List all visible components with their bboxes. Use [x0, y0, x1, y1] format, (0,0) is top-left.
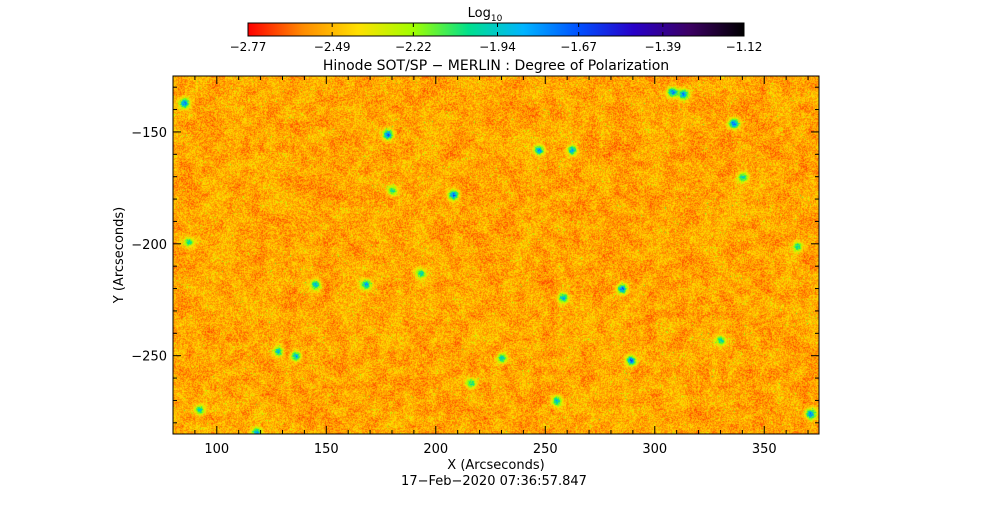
y-tick-label: −250: [131, 350, 167, 365]
colorbar-tick-label: −1.94: [479, 40, 516, 54]
y-axis-label: Y (Arcseconds): [112, 207, 127, 304]
colorbar-ticks: −2.77 −2.49 −2.22 −1.94 −1.67 −1.39 −1.12: [230, 23, 763, 54]
plot-frame: [172, 75, 820, 435]
x-tick-label: 250: [533, 442, 558, 457]
x-tick-label: 300: [642, 442, 667, 457]
x-axis: 100 150 200 250 300 350: [172, 76, 809, 457]
colorbar: Log10 −2.77 −2.49 −2.22 −1.94 −1.67 −1.39 −1.1…: [230, 6, 763, 54]
colorbar-tick-label: −1.67: [560, 40, 597, 54]
x-tick-label: 350: [752, 442, 777, 457]
y-tick-label: −150: [131, 126, 167, 141]
colorbar-gradient: [247, 22, 745, 37]
colorbar-tick-label: −2.77: [230, 40, 267, 54]
colorbar-tick-label: −1.39: [644, 40, 681, 54]
x-tick-label: 100: [204, 442, 229, 457]
x-tick-label: 150: [314, 442, 339, 457]
y-axis: −150 −200 −250: [131, 86, 819, 424]
x-tick-label: 200: [423, 442, 448, 457]
timestamp-footer: 17−Feb−2020 07:36:57.847: [401, 474, 587, 489]
y-tick-label: −200: [131, 238, 167, 253]
colorbar-tick-label: −2.49: [314, 40, 351, 54]
x-axis-label: X (Arcseconds): [447, 458, 544, 473]
heatmap-image-container: [173, 76, 819, 434]
chart-title: Hinode SOT/SP − MERLIN : Degree of Polar…: [323, 58, 669, 74]
colorbar-tick-label: −1.12: [726, 40, 763, 54]
colorbar-label: Log10: [468, 6, 503, 24]
heatmap-image: [173, 76, 819, 434]
colorbar-tick-label: −2.22: [395, 40, 432, 54]
